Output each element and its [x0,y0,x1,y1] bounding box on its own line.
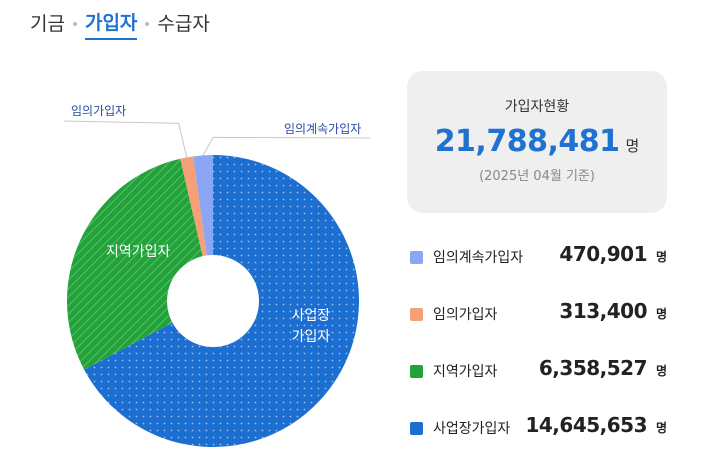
legend-item: 지역가입자 6,358,527 명 [407,356,669,416]
summary-total-row: 21,788,481 명 [407,124,667,159]
legend-item: 사업장가입자 14,645,653 명 [407,413,669,473]
legend-item: 임의가입자 313,400 명 [407,299,669,359]
legend-swatch [410,251,423,264]
slice-label-imui-gyesok: 임의계속가입자 [284,122,361,136]
slice-jiyeok-texture [66,158,203,370]
legend-value: 14,645,653 [525,413,647,437]
legend-unit: 명 [655,250,667,264]
legend: 임의계속가입자 470,901 명 임의가입자 313,400 명 지역가입자 … [407,242,669,473]
legend-value: 313,400 [559,299,647,323]
legend-swatch [410,365,423,378]
tab-fund[interactable]: 기금 [30,13,65,35]
slice-label-saeopjang-1: 사업장 [292,308,331,324]
legend-label: 임의가입자 [433,307,498,323]
leader-line-imui [63,120,188,158]
tab-separator [72,22,77,26]
legend-unit: 명 [655,307,667,321]
legend-swatch [410,422,423,435]
slice-label-imui: 임의가입자 [71,104,126,118]
subscriber-summary-card: 가입자현황 21,788,481 명 (2025년 04월 기준) [407,71,667,213]
legend-label: 사업장가입자 [433,421,511,437]
slice-imui [180,156,207,257]
slice-imui-gyesok [193,155,213,256]
legend-swatch [410,308,423,321]
slice-label-saeopjang-2: 가입자 [292,329,331,345]
legend-label: 지역가입자 [433,364,498,380]
tab-subscribers[interactable]: 가입자 [84,8,138,40]
legend-label: 임의계속가입자 [433,250,524,266]
tab-bar: 기금 가입자 수급자 [30,8,210,40]
tab-separator [145,22,150,26]
legend-value: 470,901 [559,242,647,266]
slice-saeopjang-texture [84,155,359,447]
tab-recipients[interactable]: 수급자 [157,13,210,35]
summary-date: (2025년 04월 기준) [479,169,595,184]
legend-unit: 명 [655,364,667,378]
summary-title: 가입자현황 [504,99,570,115]
summary-unit: 명 [625,137,640,155]
summary-total: 21,788,481 [434,124,620,159]
legend-item: 임의계속가입자 470,901 명 [407,242,669,302]
legend-value: 6,358,527 [538,356,648,380]
legend-unit: 명 [655,421,667,435]
slice-label-jiyeok: 지역가입자 [106,244,171,260]
leader-line-imui-gyesok [202,136,371,156]
